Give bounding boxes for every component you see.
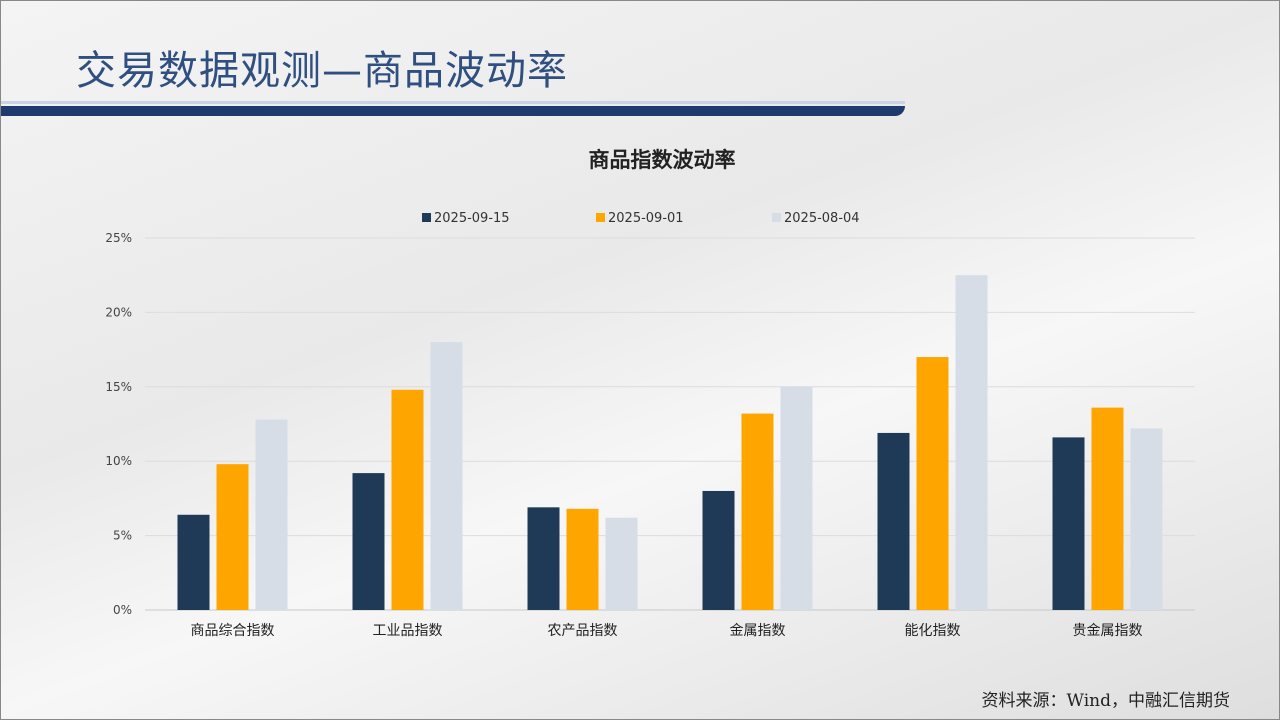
legend-label: 2025-09-01 [608,211,684,226]
y-tick-label: 25% [105,231,132,245]
bar-2025-09-15-农产品指数 [527,507,560,610]
bar-2025-09-01-农产品指数 [566,508,599,610]
y-tick-label: 15% [105,380,132,394]
y-tick-label: 5% [113,529,132,543]
x-tick-label: 农产品指数 [548,623,618,639]
bar-2025-09-15-贵金属指数 [1052,437,1085,610]
bar-2025-08-04-农产品指数 [605,517,638,610]
chart-title: 商品指数波动率 [589,148,736,172]
bar-2025-08-04-工业品指数 [430,342,463,610]
legend-label: 2025-08-04 [784,211,860,226]
page-title: 交易数据观测—商品波动率 [76,48,568,94]
bar-2025-09-15-商品综合指数 [177,514,210,610]
title-underline-light [0,101,905,104]
source-note: 资料来源：Wind，中融汇信期货 [981,691,1230,711]
bar-2025-08-04-贵金属指数 [1130,428,1163,610]
bar-2025-09-15-金属指数 [702,490,735,610]
bar-2025-09-01-工业品指数 [391,389,424,610]
bar-2025-08-04-金属指数 [780,386,813,610]
y-tick-label: 10% [105,454,132,468]
x-tick-label: 能化指数 [905,623,961,639]
title-underline [0,106,905,116]
legend-swatch [596,213,605,222]
bar-2025-09-01-能化指数 [916,357,949,610]
legend-swatch [772,213,781,222]
bar-2025-08-04-商品综合指数 [255,419,288,610]
x-tick-label: 金属指数 [730,623,786,639]
bar-2025-09-15-工业品指数 [352,473,385,610]
legend-swatch [422,213,431,222]
bar-2025-08-04-能化指数 [955,275,988,610]
x-tick-label: 贵金属指数 [1073,623,1143,639]
y-tick-label: 20% [105,305,132,319]
y-tick-label: 0% [113,603,132,617]
bar-2025-09-01-贵金属指数 [1091,407,1124,610]
bar-2025-09-01-金属指数 [741,413,774,610]
x-tick-label: 商品综合指数 [191,623,275,639]
legend-label: 2025-09-15 [434,211,510,226]
x-tick-label: 工业品指数 [373,623,443,639]
bar-2025-09-15-能化指数 [877,432,910,610]
bar-2025-09-01-商品综合指数 [216,464,249,610]
